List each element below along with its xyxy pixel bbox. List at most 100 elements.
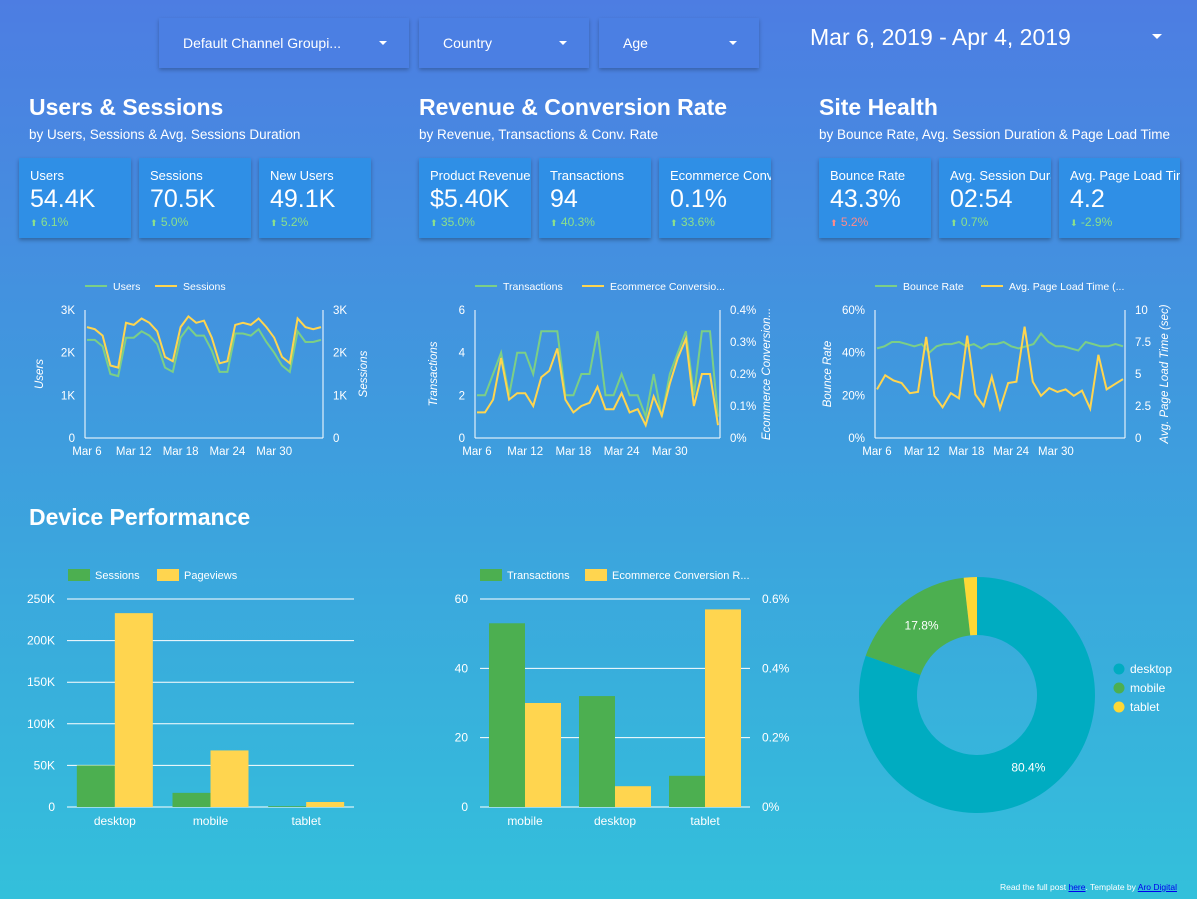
arrow-up-icon: ⬆ bbox=[430, 218, 438, 228]
scorecard-transactions: Transactions 94 ⬆ 40.3% bbox=[539, 158, 651, 238]
arrow-down-icon: ⬇ bbox=[1070, 218, 1078, 228]
filter-label: Default Channel Groupi... bbox=[183, 35, 341, 51]
donut-slice-label: 80.4% bbox=[1011, 761, 1045, 775]
scorecard-delta-value: 35.0% bbox=[440, 215, 475, 229]
bar-mobile-ecommerce-conversion-rate bbox=[525, 703, 561, 807]
arrow-up-icon: ⬆ bbox=[270, 218, 278, 228]
bar-tablet-transactions bbox=[669, 775, 705, 807]
arrow-up-icon: ⬆ bbox=[550, 218, 558, 228]
x-tick-label: desktop bbox=[94, 814, 136, 828]
scorecard-label: Product Revenue bbox=[430, 168, 531, 183]
scorecard-delta: ⬆ 33.6% bbox=[670, 215, 760, 229]
y2-tick-label: 2.5 bbox=[1135, 401, 1151, 413]
device-transactions-conversion-bar-chart: Transactions Ecommerce Conversion R... 0 20… bbox=[455, 569, 790, 828]
scorecard-label: Avg. Session Duration bbox=[950, 168, 1051, 183]
y2-tick-label: 0.3% bbox=[730, 337, 756, 349]
y2-tick-label: 0% bbox=[762, 800, 780, 814]
x-tick-label: Mar 12 bbox=[116, 446, 152, 458]
legend-swatch bbox=[68, 569, 90, 581]
section-title-device: Device Performance bbox=[29, 504, 251, 530]
y-tick-label: 200K bbox=[27, 634, 55, 648]
footer-prefix: Read the full post bbox=[999, 882, 1069, 892]
date-range-label: Mar 6, 2019 - Apr 4, 2019 bbox=[810, 23, 1071, 50]
device-sessions-pageviews-bar-chart: Sessions Pageviews 0 50K 100K 150K 200K 250K des… bbox=[27, 569, 354, 828]
x-tick-label: Mar 24 bbox=[604, 446, 640, 458]
scorecard-value: 49.1K bbox=[270, 185, 336, 213]
x-tick-label: Mar 12 bbox=[904, 446, 940, 458]
y2-tick-label: 0% bbox=[730, 433, 747, 445]
legend-swatch bbox=[157, 569, 179, 581]
bar-mobile-transactions bbox=[489, 623, 525, 807]
y-tick-label: 50K bbox=[34, 758, 55, 772]
y-tick-label: 0 bbox=[69, 433, 75, 445]
y-tick-label: 0 bbox=[459, 433, 465, 445]
legend-label: Sessions bbox=[183, 281, 226, 293]
legend-label: Ecommerce Conversion R... bbox=[612, 570, 750, 582]
chevron-down-icon bbox=[379, 41, 387, 45]
donut-slice-mobile bbox=[865, 577, 971, 676]
section-title-revenue: Revenue & Conversion Rate bbox=[419, 94, 728, 120]
x-tick-label: Mar 12 bbox=[507, 446, 543, 458]
scorecard-value: 4.2 bbox=[1070, 185, 1105, 213]
x-tick-label: Mar 6 bbox=[862, 446, 891, 458]
y2-tick-label: 1K bbox=[333, 390, 347, 402]
x-tick-label: Mar 30 bbox=[256, 446, 292, 458]
bar-desktop-sessions bbox=[76, 765, 115, 807]
read-post-link[interactable]: here bbox=[1068, 882, 1086, 892]
x-tick-label: Mar 18 bbox=[556, 446, 592, 458]
scorecard-value: 54.4K bbox=[30, 185, 96, 213]
x-tick-label: Mar 18 bbox=[949, 446, 985, 458]
scorecard-label: Sessions bbox=[150, 168, 203, 183]
device-sessions-donut-chart: 80.4% desktop 17.8% mobile tablet bbox=[859, 577, 1172, 813]
filter-country[interactable]: Country bbox=[419, 18, 589, 68]
y-tick-label: 20% bbox=[842, 390, 865, 402]
y-tick-label: 40% bbox=[842, 348, 865, 360]
scorecard-label: Users bbox=[30, 168, 64, 183]
bounce-loadtime-line-chart: Bounce Rate Avg. Page Load Time (... 0% 20%… bbox=[822, 281, 1171, 458]
y2-tick-label: 0.4% bbox=[762, 661, 790, 675]
scorecard-delta: ⬆ 5.2% bbox=[270, 215, 360, 229]
y-tick-label: 4 bbox=[459, 348, 466, 360]
y-tick-label: 3K bbox=[61, 305, 75, 317]
filter-channel-grouping[interactable]: Default Channel Groupi... bbox=[159, 18, 409, 68]
y-tick-label: 0 bbox=[48, 800, 55, 814]
y2-tick-label: 0 bbox=[333, 433, 339, 445]
scorecard-avg-session-duration: Avg. Session Duration 02:54 ⬆ 0.7% bbox=[939, 158, 1051, 238]
scorecard-sessions: Sessions 70.5K ⬆ 5.0% bbox=[139, 158, 251, 238]
scorecard-value: 0.1% bbox=[670, 185, 727, 213]
y-axis-title: Bounce Rate bbox=[822, 341, 834, 408]
scorecard-value: 43.3% bbox=[830, 185, 901, 213]
legend-label: desktop bbox=[1130, 662, 1172, 676]
scorecard-delta: ⬇ -2.9% bbox=[1070, 215, 1169, 229]
y2-tick-label: 0.6% bbox=[762, 592, 790, 606]
y-tick-label: 20 bbox=[455, 731, 469, 745]
scorecard-value: 70.5K bbox=[150, 185, 216, 213]
y-tick-label: 1K bbox=[61, 390, 75, 402]
legend-swatch bbox=[1113, 682, 1125, 694]
legend-label: Transactions bbox=[507, 570, 570, 582]
y-tick-label: 40 bbox=[455, 661, 469, 675]
x-tick-label: mobile bbox=[193, 814, 229, 828]
y2-tick-label: 5 bbox=[1135, 369, 1141, 381]
scorecard-value: 02:54 bbox=[950, 185, 1013, 213]
chevron-down-icon bbox=[559, 41, 567, 45]
filter-age[interactable]: Age bbox=[599, 18, 759, 68]
bar-tablet-ecommerce-conversion-rate bbox=[705, 609, 741, 807]
y2-tick-label: 2K bbox=[333, 348, 347, 360]
donut-slice-desktop bbox=[859, 577, 1095, 813]
x-tick-label: desktop bbox=[594, 814, 636, 828]
scorecard-delta-value: 5.2% bbox=[840, 215, 869, 229]
legend-label: Pageviews bbox=[184, 570, 238, 582]
transactions-conversion-line-chart: Transactions Ecommerce Conversio... 0 2 4 6 0%… bbox=[428, 281, 773, 458]
scorecard-avg-page-load-time-sec: Avg. Page Load Time (sec) 4.2 ⬇ -2.9% bbox=[1059, 158, 1180, 238]
series-line-transactions bbox=[477, 330, 719, 421]
y2-tick-label: 0.1% bbox=[730, 401, 756, 413]
y-tick-label: 150K bbox=[27, 675, 55, 689]
arrow-up-icon: ⬆ bbox=[830, 218, 838, 228]
y2-tick-label: 10 bbox=[1135, 305, 1148, 317]
y-tick-label: 2 bbox=[459, 390, 465, 402]
aro-digital-link[interactable]: Aro Digital bbox=[1137, 882, 1177, 892]
date-range-picker[interactable]: Mar 6, 2019 - Apr 4, 2019 bbox=[790, 14, 1180, 60]
x-tick-label: tablet bbox=[690, 814, 720, 828]
scorecard-users: Users 54.4K ⬆ 6.1% bbox=[19, 158, 131, 238]
